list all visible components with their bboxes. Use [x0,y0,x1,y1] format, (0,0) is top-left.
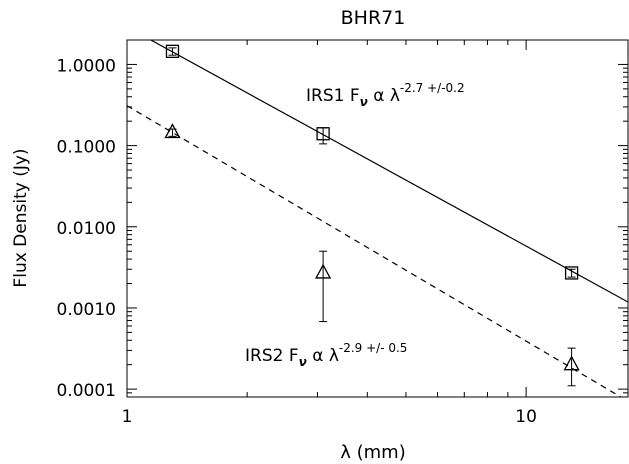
triangle-marker [164,123,181,139]
annotation-irs1: IRS1 Fν α λ-2.7 +/-0.2 [306,81,465,109]
y-tick-label: 0.0010 [57,300,116,320]
annotation-irs1-sup: -2.7 +/-0.2 [400,81,465,95]
annotation-irs1-sub: ν [360,95,368,109]
y-tick-label: 0.0001 [57,381,116,401]
triangle-marker [563,355,580,371]
chart-title: BHR71 [341,7,406,29]
y-tick-label: 0.0100 [57,219,116,239]
annotation-irs1-mid: α λ [368,86,400,106]
x-tick-label: 10 [515,407,537,427]
x-tick-label: 1 [122,407,133,427]
fit-lines [127,40,628,397]
triangle-marker [315,263,332,279]
annotation-irs2-mid: α λ [307,346,339,366]
fit-line-irs1 [149,40,628,303]
annotation-irs1-prefix: IRS1 F [306,86,360,106]
square-marker [316,127,330,141]
plot-frame [126,39,629,398]
square-marker [564,266,579,280]
annotation-irs2-prefix: IRS2 F [245,346,299,366]
y-axis-label: Flux Density (Jy) [11,148,31,287]
annotation-irs2-sub: ν [299,355,307,369]
annotation-irs2-sup: -2.9 +/- 0.5 [339,341,408,355]
y-axis: 1.0000 0.1000 0.0100 0.0010 0.0001 [57,39,628,401]
data-markers [164,44,580,387]
y-tick-label: 1.0000 [57,56,116,76]
annotation-irs2: IRS2 Fν α λ-2.9 +/- 0.5 [245,341,407,369]
fit-line-irs2 [127,105,623,397]
x-axis-label: λ (mm) [340,442,406,463]
square-marker [165,44,180,58]
y-tick-label: 0.1000 [57,138,116,158]
